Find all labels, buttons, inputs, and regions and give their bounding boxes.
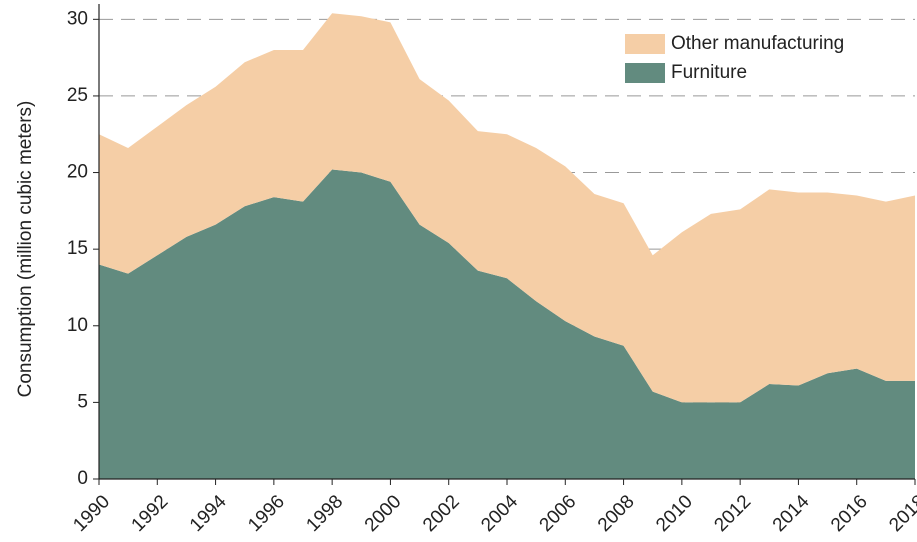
x-tick-label: 2014 (769, 491, 814, 536)
y-tick-label: 10 (67, 315, 88, 336)
legend-label: Furniture (671, 62, 747, 83)
area (99, 13, 915, 403)
y-axis-label: Consumption (million cubic meters) (15, 101, 36, 398)
x-tick-label: 2002 (419, 491, 464, 536)
y-tick-label: 5 (77, 391, 88, 412)
legend-swatch (625, 63, 665, 83)
x-tick-label: 2012 (710, 491, 755, 536)
x-tick-label: 2016 (827, 491, 872, 536)
x-tick-label: 1996 (244, 491, 289, 536)
x-tick-label: 1998 (302, 491, 347, 536)
y-tick-label: 0 (77, 468, 88, 489)
y-tick-label: 20 (67, 162, 88, 183)
x-tick-label: 1992 (128, 491, 173, 536)
x-tick-label: 1994 (186, 491, 231, 536)
legend-swatch (625, 34, 665, 54)
y-tick-label: 30 (67, 8, 88, 29)
x-tick-label: 2000 (361, 491, 406, 536)
x-tick-label: 2006 (536, 491, 581, 536)
x-tick-label: 2018 (885, 491, 917, 536)
x-tick-label: 2004 (477, 491, 522, 536)
x-tick-label: 2008 (594, 491, 639, 536)
x-tick-label: 2010 (652, 491, 697, 536)
area (99, 169, 915, 479)
y-tick-label: 25 (67, 85, 88, 106)
legend-label: Other manufacturing (671, 33, 844, 54)
y-tick-label: 15 (67, 238, 88, 259)
x-tick-label: 1990 (69, 491, 114, 536)
